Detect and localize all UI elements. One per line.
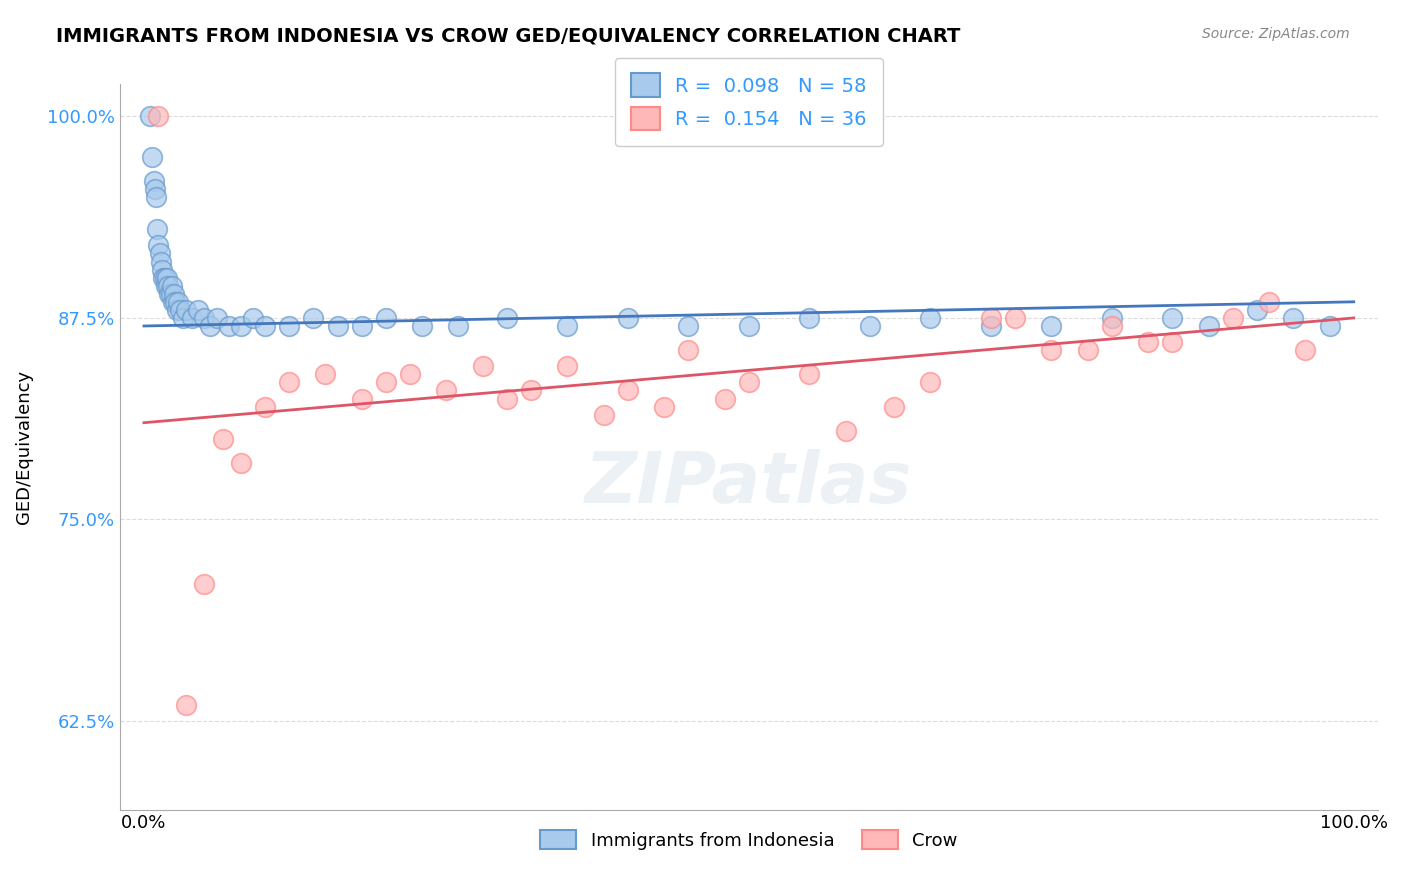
Point	[205, 310, 228, 325]
Point	[1294, 343, 1316, 358]
Point	[302, 310, 325, 325]
Point	[883, 400, 905, 414]
Legend: R =  0.098   N = 58, R =  0.154   N = 36: R = 0.098 N = 58, R = 0.154 N = 36	[616, 58, 883, 146]
Point	[1161, 310, 1184, 325]
Point	[471, 359, 494, 374]
Point	[1246, 302, 1268, 317]
Point	[1319, 318, 1341, 333]
Point	[834, 424, 856, 438]
Point	[157, 278, 180, 293]
Point	[169, 302, 191, 317]
Point	[149, 254, 172, 268]
Point	[617, 310, 640, 325]
Point	[350, 318, 373, 333]
Point	[1040, 318, 1063, 333]
Point	[920, 376, 942, 390]
Point	[496, 392, 519, 406]
Text: Source: ZipAtlas.com: Source: ZipAtlas.com	[1202, 27, 1350, 41]
Point	[278, 376, 301, 390]
Point	[557, 318, 579, 333]
Point	[411, 318, 433, 333]
Point	[1137, 335, 1160, 350]
Point	[211, 432, 233, 446]
Point	[162, 294, 184, 309]
Y-axis label: GED/Equivalency: GED/Equivalency	[15, 370, 32, 524]
Point	[146, 222, 169, 236]
Point	[174, 302, 197, 317]
Point	[242, 310, 264, 325]
Point	[314, 368, 336, 382]
Point	[155, 278, 177, 293]
Point	[143, 182, 166, 196]
Point	[1222, 310, 1244, 325]
Point	[163, 286, 186, 301]
Point	[145, 190, 167, 204]
Text: ZIPatlas: ZIPatlas	[585, 449, 912, 517]
Point	[181, 310, 204, 325]
Point	[350, 392, 373, 406]
Point	[165, 294, 187, 309]
Point	[149, 246, 172, 260]
Point	[253, 400, 276, 414]
Point	[187, 302, 209, 317]
Point	[713, 392, 735, 406]
Point	[193, 310, 215, 325]
Point	[1101, 318, 1123, 333]
Point	[159, 286, 181, 301]
Point	[374, 310, 396, 325]
Point	[496, 310, 519, 325]
Point	[229, 318, 252, 333]
Point	[218, 318, 240, 333]
Point	[1004, 310, 1026, 325]
Point	[738, 318, 761, 333]
Point	[172, 310, 194, 325]
Point	[139, 110, 162, 124]
Point	[434, 384, 457, 398]
Point	[148, 238, 170, 252]
Point	[156, 270, 179, 285]
Point	[174, 698, 197, 712]
Point	[652, 400, 675, 414]
Point	[1101, 310, 1123, 325]
Point	[678, 343, 700, 358]
Point	[253, 318, 276, 333]
Point	[278, 318, 301, 333]
Point	[557, 359, 579, 374]
Point	[799, 368, 821, 382]
Point	[980, 318, 1002, 333]
Point	[166, 294, 188, 309]
Point	[141, 150, 163, 164]
Point	[142, 174, 165, 188]
Point	[447, 318, 470, 333]
Point	[374, 376, 396, 390]
Point	[920, 310, 942, 325]
Point	[1258, 294, 1281, 309]
Point	[520, 384, 543, 398]
Point	[617, 384, 640, 398]
Point	[678, 318, 700, 333]
Point	[399, 368, 422, 382]
Point	[157, 286, 180, 301]
Point	[859, 318, 882, 333]
Point	[799, 310, 821, 325]
Point	[153, 270, 176, 285]
Point	[326, 318, 349, 333]
Point	[148, 110, 170, 124]
Point	[592, 408, 614, 422]
Point	[200, 318, 222, 333]
Point	[160, 278, 183, 293]
Point	[1040, 343, 1063, 358]
Point	[1198, 318, 1220, 333]
Point	[193, 577, 215, 591]
Point	[166, 302, 188, 317]
Point	[980, 310, 1002, 325]
Point	[150, 262, 173, 277]
Point	[1161, 335, 1184, 350]
Point	[1282, 310, 1305, 325]
Point	[229, 456, 252, 470]
Text: IMMIGRANTS FROM INDONESIA VS CROW GED/EQUIVALENCY CORRELATION CHART: IMMIGRANTS FROM INDONESIA VS CROW GED/EQ…	[56, 27, 960, 45]
Point	[152, 270, 174, 285]
Point	[738, 376, 761, 390]
Point	[1077, 343, 1099, 358]
